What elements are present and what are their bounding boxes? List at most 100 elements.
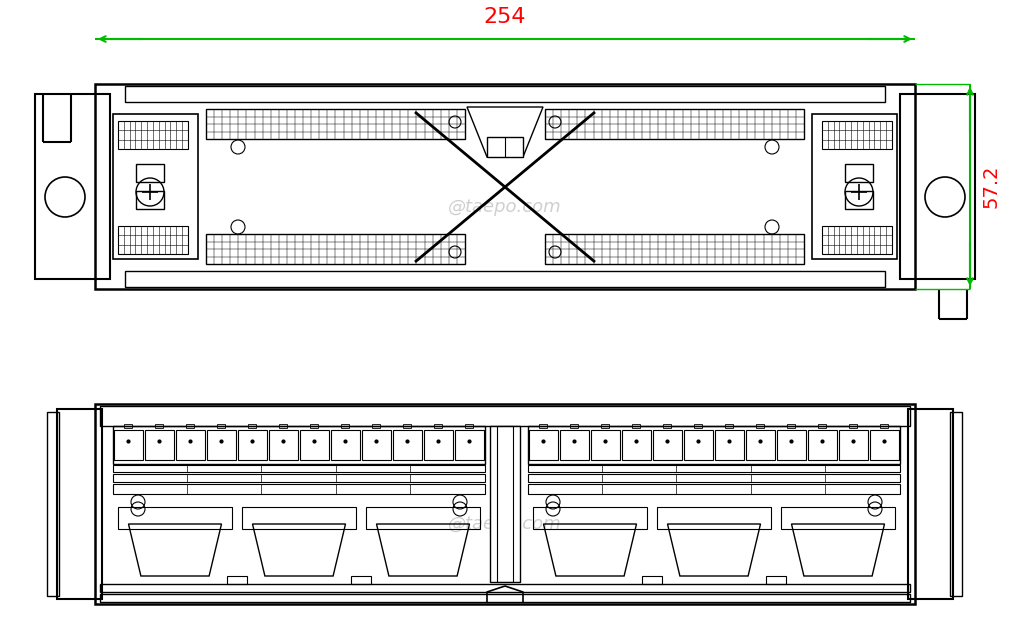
Bar: [113, 114, 198, 259]
Bar: [403, 424, 411, 428]
Bar: [663, 424, 671, 428]
Bar: [725, 424, 733, 428]
Bar: [145, 430, 174, 460]
Bar: [393, 430, 422, 460]
Bar: [331, 430, 360, 460]
Bar: [100, 406, 910, 426]
Bar: [818, 424, 826, 428]
Bar: [870, 430, 899, 460]
Bar: [545, 234, 804, 264]
Bar: [545, 109, 804, 139]
Bar: [118, 507, 232, 529]
Bar: [206, 234, 465, 264]
Bar: [591, 430, 620, 460]
Bar: [756, 424, 764, 428]
Bar: [125, 86, 885, 102]
Bar: [238, 430, 267, 460]
Text: 57.2: 57.2: [982, 165, 1001, 208]
Bar: [100, 594, 910, 602]
Bar: [900, 94, 975, 279]
Bar: [95, 84, 915, 289]
Bar: [206, 109, 465, 139]
Bar: [808, 430, 837, 460]
Bar: [560, 430, 589, 460]
Bar: [341, 424, 349, 428]
Bar: [118, 226, 188, 254]
Bar: [35, 94, 110, 279]
Bar: [845, 191, 873, 209]
Bar: [880, 424, 888, 428]
Bar: [300, 430, 329, 460]
Bar: [622, 430, 651, 460]
Bar: [124, 424, 132, 428]
Bar: [118, 121, 188, 149]
Bar: [113, 484, 485, 494]
Bar: [248, 424, 256, 428]
Bar: [279, 424, 287, 428]
Bar: [845, 164, 873, 182]
Bar: [366, 507, 480, 529]
Bar: [125, 271, 885, 287]
Bar: [113, 426, 485, 464]
Bar: [632, 424, 640, 428]
Bar: [777, 430, 806, 460]
Bar: [113, 474, 485, 482]
Bar: [528, 484, 900, 494]
Bar: [455, 430, 484, 460]
Bar: [715, 430, 744, 460]
Bar: [227, 576, 247, 584]
Bar: [839, 430, 868, 460]
Bar: [694, 424, 702, 428]
Bar: [766, 576, 786, 584]
Bar: [95, 404, 915, 604]
Bar: [155, 424, 163, 428]
Bar: [528, 474, 900, 482]
Bar: [487, 137, 523, 157]
Bar: [642, 576, 662, 584]
Bar: [950, 412, 962, 596]
Bar: [136, 164, 164, 182]
Bar: [497, 426, 513, 582]
Bar: [812, 114, 897, 259]
Text: 254: 254: [484, 7, 526, 27]
Bar: [490, 426, 520, 582]
Bar: [657, 507, 771, 529]
Text: @taepo.com: @taepo.com: [449, 515, 562, 533]
Bar: [351, 576, 371, 584]
Bar: [242, 507, 356, 529]
Bar: [217, 424, 225, 428]
Bar: [269, 430, 298, 460]
Bar: [207, 430, 236, 460]
Bar: [176, 430, 205, 460]
Text: @taepo.com: @taepo.com: [449, 198, 562, 216]
Bar: [114, 430, 143, 460]
Bar: [849, 424, 857, 428]
Bar: [908, 409, 953, 599]
Bar: [570, 424, 578, 428]
Bar: [653, 430, 682, 460]
Bar: [822, 226, 892, 254]
Bar: [465, 424, 473, 428]
Bar: [684, 430, 713, 460]
Bar: [529, 430, 558, 460]
Bar: [787, 424, 795, 428]
Bar: [362, 430, 391, 460]
Bar: [746, 430, 775, 460]
Bar: [539, 424, 547, 428]
Bar: [47, 412, 59, 596]
Bar: [533, 507, 647, 529]
Bar: [424, 430, 453, 460]
Bar: [57, 409, 102, 599]
Bar: [528, 426, 900, 464]
Bar: [136, 191, 164, 209]
Bar: [113, 465, 485, 472]
Bar: [434, 424, 442, 428]
Bar: [100, 584, 910, 592]
Bar: [186, 424, 194, 428]
Bar: [781, 507, 895, 529]
Bar: [528, 465, 900, 472]
Bar: [822, 121, 892, 149]
Bar: [601, 424, 609, 428]
Bar: [373, 424, 380, 428]
Bar: [310, 424, 318, 428]
